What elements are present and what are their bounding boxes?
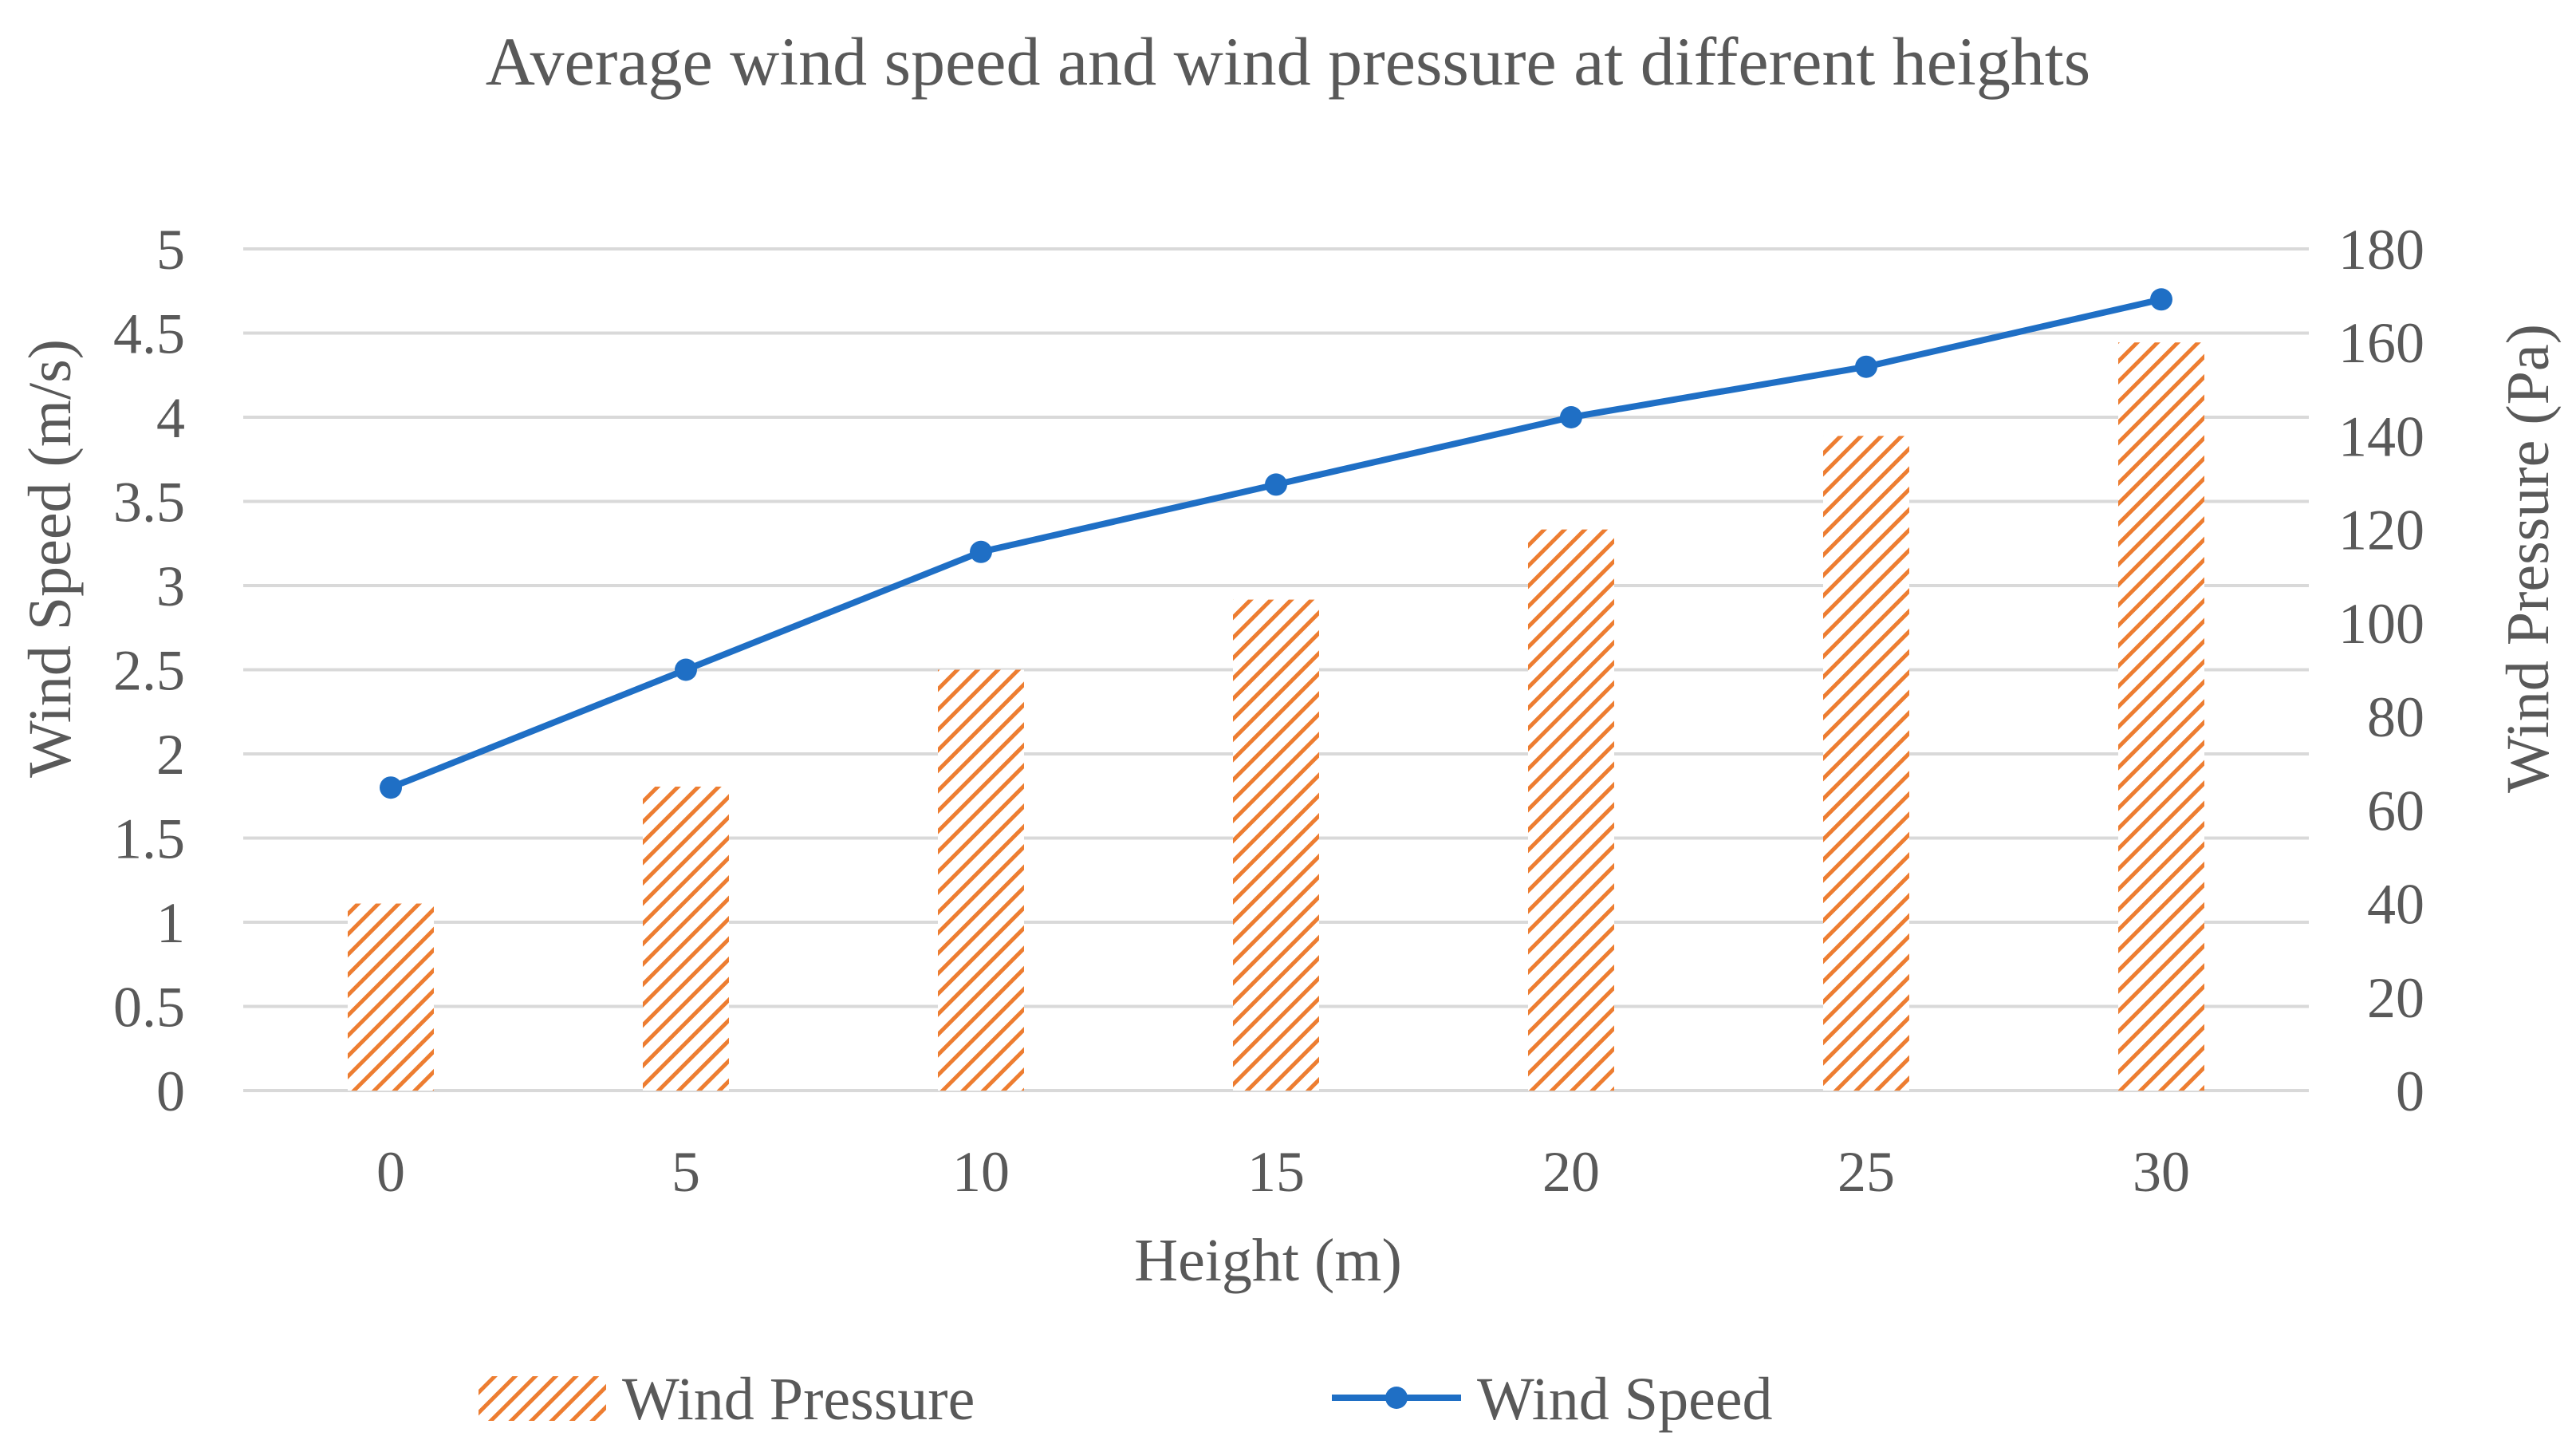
y-tick-label: 1.5 — [113, 807, 185, 871]
bar-wind-pressure-25 — [1823, 436, 1909, 1091]
point-wind-speed-10 — [970, 540, 992, 563]
legend-swatch-wind-pressure — [479, 1376, 606, 1421]
y2-tick-label: 100 — [2338, 592, 2424, 656]
y2-tick-label: 140 — [2338, 404, 2424, 468]
y-axis-ticks: 0 0.5 1 1.5 2 2.5 3 3.5 4 4.5 5 — [113, 218, 185, 1123]
y-tick-label: 5 — [156, 218, 185, 282]
line-series — [380, 288, 2172, 799]
x-tick-label: 10 — [952, 1140, 1010, 1204]
bar-wind-pressure-15 — [1233, 599, 1319, 1091]
y2-tick-label: 120 — [2338, 499, 2424, 562]
y2-tick-label: 160 — [2338, 311, 2424, 375]
legend-swatch-wind-speed-marker — [1385, 1387, 1408, 1409]
x-axis-ticks: 0 5 10 15 20 25 30 — [376, 1140, 2190, 1204]
bar-wind-pressure-30 — [2118, 342, 2204, 1091]
point-wind-speed-15 — [1265, 473, 1287, 496]
point-wind-speed-5 — [675, 658, 697, 681]
y2-tick-label: 60 — [2367, 779, 2424, 842]
point-wind-speed-20 — [1560, 406, 1582, 428]
legend-label-wind-pressure: Wind Pressure — [622, 1366, 975, 1433]
legend: Wind Pressure Wind Speed — [479, 1366, 1773, 1433]
chart-title: Average wind speed and wind pressure at … — [486, 23, 2090, 100]
x-axis-title: Height (m) — [1134, 1227, 1402, 1294]
y2-axis-title: Wind Pressure (Pa) — [2495, 324, 2562, 793]
bar-wind-pressure-10 — [938, 669, 1024, 1091]
x-tick-label: 25 — [1837, 1140, 1895, 1204]
point-wind-speed-0 — [380, 776, 402, 799]
x-tick-label: 15 — [1247, 1140, 1305, 1204]
x-tick-label: 5 — [672, 1140, 700, 1204]
y-axis-title: Wind Speed (m/s) — [17, 339, 84, 778]
y2-tick-label: 180 — [2338, 218, 2424, 282]
y-tick-label: 0.5 — [113, 976, 185, 1040]
y-tick-label: 4.5 — [113, 302, 185, 366]
x-tick-label: 20 — [1542, 1140, 1600, 1204]
y2-tick-label: 80 — [2367, 685, 2424, 749]
y2-tick-label: 0 — [2396, 1059, 2424, 1123]
x-tick-label: 0 — [376, 1140, 405, 1204]
y-tick-label: 2.5 — [113, 639, 185, 703]
y-tick-label: 1 — [156, 891, 185, 955]
bar-wind-pressure-5 — [643, 787, 729, 1091]
y2-tick-label: 40 — [2367, 873, 2424, 937]
y-tick-label: 4 — [156, 386, 185, 450]
x-tick-label: 30 — [2133, 1140, 2190, 1204]
point-wind-speed-25 — [1855, 355, 1877, 378]
legend-label-wind-speed: Wind Speed — [1477, 1366, 1773, 1433]
bar-series — [348, 342, 2204, 1091]
y-tick-label: 3.5 — [113, 471, 185, 535]
y-tick-label: 3 — [156, 554, 185, 618]
point-wind-speed-30 — [2150, 288, 2172, 311]
bar-wind-pressure-0 — [348, 903, 434, 1091]
bar-wind-pressure-20 — [1528, 529, 1614, 1091]
y2-axis-ticks: 0 20 40 60 80 100 120 140 160 180 — [2338, 218, 2424, 1123]
y2-tick-label: 20 — [2367, 966, 2424, 1030]
y-tick-label: 2 — [156, 723, 185, 787]
y-tick-label: 0 — [156, 1059, 185, 1123]
